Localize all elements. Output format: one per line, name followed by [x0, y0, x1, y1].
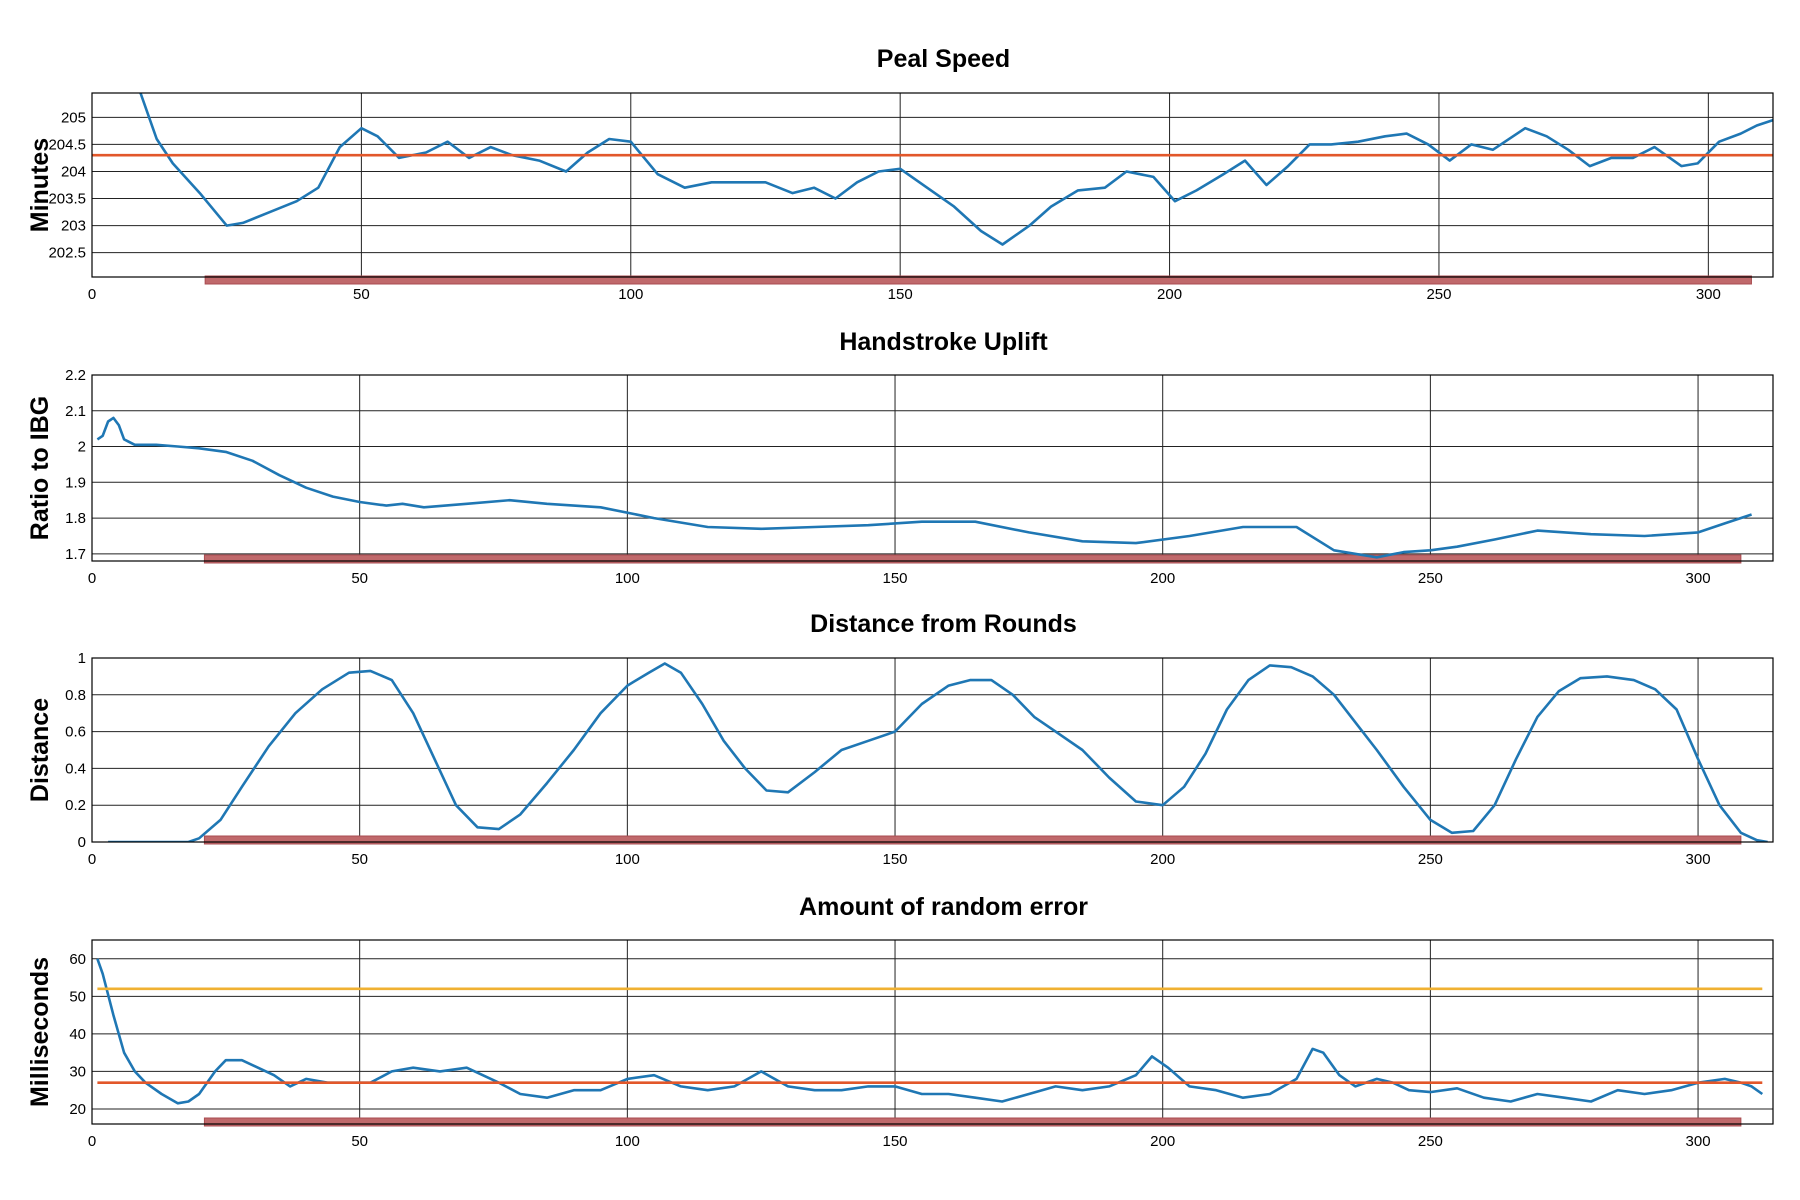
series-trace-line — [96, 958, 1764, 1105]
plot-area — [92, 658, 1773, 842]
plot-area — [92, 375, 1773, 561]
axes-frame — [91, 92, 1774, 278]
y-tick-label: 20 — [69, 1101, 86, 1118]
y-tick-label: 204 — [61, 163, 86, 180]
x-tick-label: 200 — [1150, 570, 1175, 587]
x-tick-label: 50 — [353, 286, 370, 303]
y-tick-label: 0.6 — [65, 724, 86, 741]
chart-title: Amount of random error — [799, 893, 1088, 921]
grid-lines — [92, 374, 1773, 561]
x-tick-label: 100 — [618, 286, 643, 303]
y-tick-label: 203.5 — [48, 191, 86, 208]
y-axis-label: Distance — [26, 698, 54, 802]
y-tick-label: 30 — [69, 1063, 86, 1080]
x-tick-label: 0 — [88, 286, 96, 303]
y-tick-label: 2.1 — [65, 403, 86, 420]
x-tick-label: 150 — [883, 1133, 908, 1150]
x-tick-label: 200 — [1157, 286, 1182, 303]
grid-lines — [92, 657, 1773, 843]
series-trace-line — [96, 416, 1753, 559]
x-tick-label: 100 — [615, 570, 640, 587]
x-tick-label: 300 — [1686, 570, 1711, 587]
y-tick-label: 1.8 — [65, 510, 86, 527]
y-tick-label: 204.5 — [48, 136, 86, 153]
plot-area — [92, 940, 1773, 1124]
y-tick-label: 1 — [78, 650, 86, 667]
x-tick-label: 100 — [615, 851, 640, 868]
x-tick-label: 250 — [1418, 570, 1443, 587]
grid-lines — [92, 940, 1773, 1124]
y-tick-label: 202.5 — [48, 245, 86, 262]
series-trace-line — [108, 662, 1768, 842]
x-tick-label: 250 — [1418, 851, 1443, 868]
chart-panel-2: 0 50 100 150 200 250 300 1.7 1.8 1.9 2 2.1 2.2 Handst… — [26, 328, 1774, 587]
chart-title: Handstroke Uplift — [839, 328, 1048, 356]
axes-frame — [91, 939, 1774, 1125]
range-bar — [203, 554, 1742, 564]
chart-panel-4: 0 50 100 150 200 250 300 20 30 40 50 60 Amount of ra… — [26, 893, 1774, 1150]
plot-area — [92, 93, 1773, 277]
grid-lines — [92, 93, 1773, 277]
x-tick-label: 250 — [1426, 286, 1451, 303]
range-bar — [203, 835, 1742, 845]
x-tick-label: 0 — [88, 570, 96, 587]
x-tick-label: 150 — [883, 570, 908, 587]
chart-title: Distance from Rounds — [810, 610, 1077, 638]
x-tick-label: 200 — [1150, 1133, 1175, 1150]
range-bar — [203, 1117, 1742, 1127]
x-tick-label: 150 — [883, 851, 908, 868]
y-tick-label: 2.2 — [65, 367, 86, 384]
x-tick-label: 300 — [1686, 1133, 1711, 1150]
y-tick-label: 40 — [69, 1026, 86, 1043]
y-axis-label: Milliseconds — [26, 957, 54, 1107]
y-tick-label: 0.4 — [65, 760, 86, 777]
x-tick-label: 300 — [1696, 286, 1721, 303]
x-tick-label: 200 — [1150, 851, 1175, 868]
y-axis-label: Ratio to IBG — [26, 396, 54, 540]
x-tick-label: 0 — [88, 1133, 96, 1150]
y-tick-label: 205 — [61, 109, 86, 126]
x-tick-label: 50 — [351, 570, 368, 587]
y-tick-label: 50 — [69, 988, 86, 1005]
x-tick-label: 50 — [351, 851, 368, 868]
y-tick-label: 60 — [69, 951, 86, 968]
x-tick-label: 150 — [888, 286, 913, 303]
range-bar — [204, 275, 1752, 285]
chart-panel-1: 0 50 100 150 200 250 300 202.5 203 203.5 204 204.5 2… — [26, 45, 1774, 303]
x-tick-label: 300 — [1686, 851, 1711, 868]
y-tick-label: 1.9 — [65, 474, 86, 491]
y-tick-label: 203 — [61, 218, 86, 235]
x-tick-label: 250 — [1418, 1133, 1443, 1150]
x-tick-label: 100 — [615, 1133, 640, 1150]
chart-panel-3: 0 50 100 150 200 250 300 0 0.2 0.4 0.6 0.8 1 Distance… — [26, 610, 1774, 868]
y-axis-label: Minutes — [26, 138, 54, 232]
y-tick-label: 0.2 — [65, 797, 86, 814]
chart-title: Peal Speed — [877, 45, 1010, 73]
y-tick-label: 0.8 — [65, 687, 86, 704]
axes-frame — [91, 374, 1774, 562]
y-tick-label: 1.7 — [65, 546, 86, 563]
y-tick-label: 2 — [78, 439, 86, 456]
axes-frame — [91, 657, 1774, 843]
x-tick-label: 0 — [88, 851, 96, 868]
x-tick-label: 50 — [351, 1133, 368, 1150]
y-tick-label: 0 — [78, 834, 86, 851]
